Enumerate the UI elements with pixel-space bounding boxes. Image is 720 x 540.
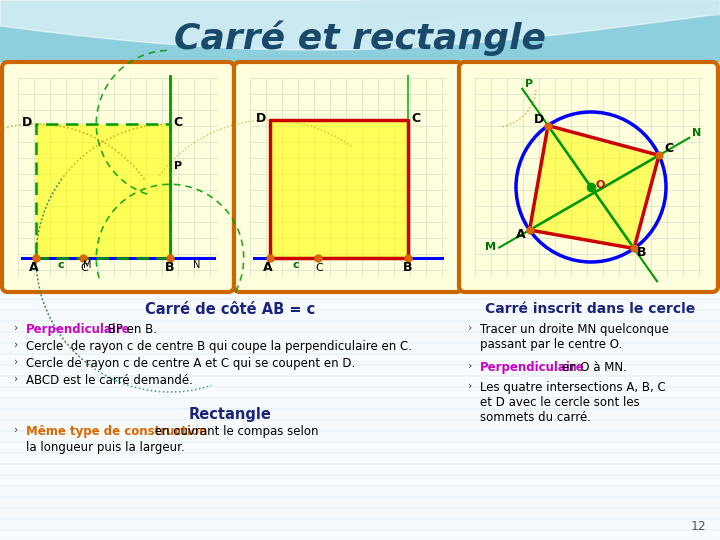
Text: C: C: [315, 263, 323, 273]
Text: Carré et rectangle: Carré et rectangle: [174, 20, 546, 56]
Text: D: D: [22, 116, 32, 129]
Text: ›: ›: [468, 381, 472, 391]
Text: c: c: [292, 260, 299, 270]
Text: A: A: [264, 261, 273, 274]
Text: Même type de construction: Même type de construction: [26, 425, 207, 438]
Text: passant par le centre O.: passant par le centre O.: [480, 338, 622, 351]
Text: 12: 12: [690, 520, 706, 533]
Text: D: D: [534, 112, 544, 126]
Text: N: N: [693, 128, 701, 138]
Text: Tracer un droite MN quelconque: Tracer un droite MN quelconque: [480, 323, 669, 336]
Text: ›: ›: [14, 425, 19, 435]
Text: C: C: [173, 116, 182, 129]
Text: Perpendiculaire: Perpendiculaire: [26, 323, 131, 336]
Text: B: B: [637, 246, 647, 259]
FancyBboxPatch shape: [234, 62, 462, 292]
Text: c: c: [58, 260, 64, 270]
Text: A: A: [30, 261, 39, 274]
Text: la longueur puis la largeur.: la longueur puis la largeur.: [26, 441, 185, 454]
Text: ›: ›: [14, 357, 19, 367]
Text: Carré inscrit dans le cercle: Carré inscrit dans le cercle: [485, 302, 695, 316]
Text: A: A: [516, 228, 525, 241]
Text: C: C: [411, 112, 420, 125]
Text: B: B: [166, 261, 175, 274]
Text: en O à MN.: en O à MN.: [558, 361, 627, 374]
Text: ›: ›: [14, 323, 19, 333]
Text: O: O: [595, 180, 604, 190]
Text: P: P: [525, 79, 534, 89]
Text: sommets du carré.: sommets du carré.: [480, 411, 591, 424]
Text: ABCD est le carré demandé.: ABCD est le carré demandé.: [26, 374, 193, 387]
Text: en ouvrant le compas selon: en ouvrant le compas selon: [151, 425, 318, 438]
Text: BP en B.: BP en B.: [104, 323, 157, 336]
Bar: [0, 0, 720, 62]
Text: C: C: [664, 143, 673, 156]
Text: N: N: [193, 260, 200, 270]
Text: Cercle de rayon c de centre A et C qui se coupent en D.: Cercle de rayon c de centre A et C qui s…: [26, 357, 355, 370]
FancyBboxPatch shape: [459, 62, 718, 292]
Text: Carré de côté AB = c: Carré de côté AB = c: [145, 302, 315, 317]
Text: Les quatre intersections A, B, C: Les quatre intersections A, B, C: [480, 381, 666, 394]
FancyBboxPatch shape: [2, 62, 234, 292]
Text: Rectangle: Rectangle: [189, 407, 271, 422]
Text: C: C: [80, 263, 88, 273]
Text: M: M: [485, 241, 496, 252]
Text: B: B: [403, 261, 413, 274]
Text: ›: ›: [14, 374, 19, 384]
Polygon shape: [36, 124, 170, 258]
Text: P: P: [174, 161, 182, 171]
Polygon shape: [530, 126, 659, 248]
Text: Perpendiculaire: Perpendiculaire: [480, 361, 585, 374]
Text: D: D: [256, 112, 266, 125]
Bar: [0, 62, 720, 540]
Text: et D avec le cercle sont les: et D avec le cercle sont les: [480, 396, 640, 409]
Text: ›: ›: [468, 361, 472, 371]
Text: ›: ›: [468, 323, 472, 333]
Text: ›: ›: [14, 340, 19, 350]
Text: M: M: [83, 260, 91, 270]
Text: Cercle  de rayon c de centre B qui coupe la perpendiculaire en C.: Cercle de rayon c de centre B qui coupe …: [26, 340, 412, 353]
Polygon shape: [270, 120, 408, 258]
